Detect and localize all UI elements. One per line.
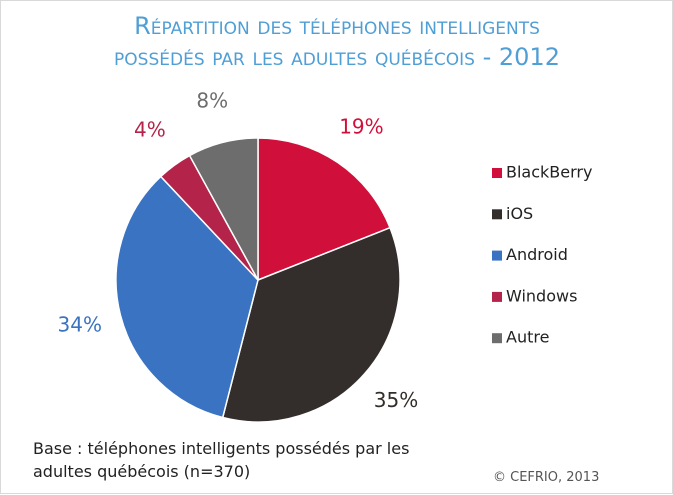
legend-label: Windows bbox=[506, 286, 577, 305]
legend-swatch bbox=[492, 291, 502, 302]
source: © CEFRIO, 2013 bbox=[493, 470, 600, 485]
legend-label: iOS bbox=[506, 204, 533, 223]
legend-label: Autre bbox=[506, 328, 549, 347]
legend-swatch bbox=[492, 333, 502, 344]
data-label: 8% bbox=[196, 88, 228, 112]
chart-title: Répartition des téléphones intelligents … bbox=[114, 12, 560, 71]
legend-swatch bbox=[492, 168, 502, 178]
data-label: 34% bbox=[58, 312, 102, 336]
data-label: 4% bbox=[134, 118, 166, 142]
legend-label: Android bbox=[506, 245, 568, 264]
note: Base : téléphones intelligents possédés … bbox=[33, 439, 410, 481]
pie-slice bbox=[257, 137, 392, 282]
pie-slice bbox=[221, 226, 401, 423]
legend-swatch bbox=[492, 209, 502, 220]
pie-slice bbox=[115, 175, 259, 419]
data-label: 35% bbox=[374, 388, 418, 412]
pie-slice bbox=[188, 137, 259, 281]
legend-label: BlackBerry bbox=[506, 163, 592, 182]
data-label: 19% bbox=[339, 114, 383, 138]
legend-swatch bbox=[492, 250, 502, 261]
